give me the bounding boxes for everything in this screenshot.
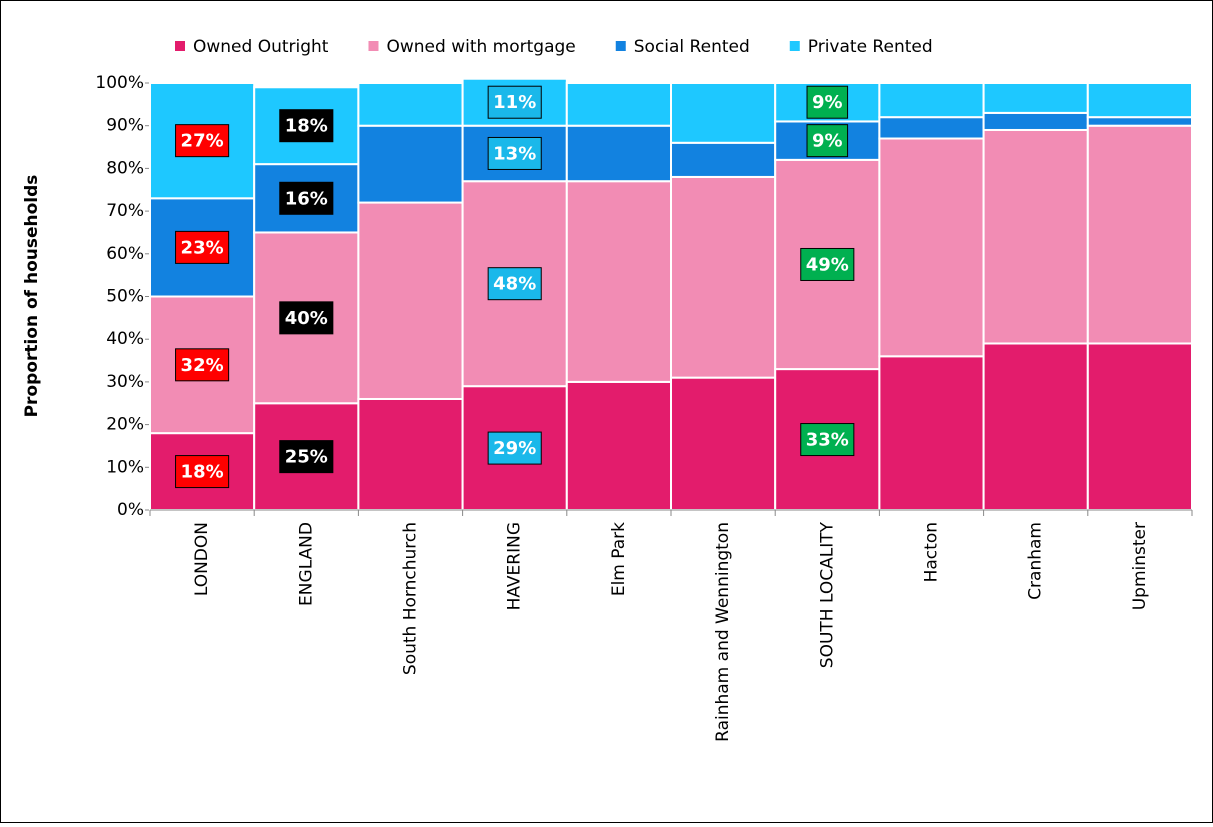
data-label: 18%	[285, 116, 328, 137]
legend-swatch	[615, 41, 626, 51]
x-tick-label: SOUTH LOCALITY	[817, 521, 837, 668]
bar-segment	[982, 82, 1089, 114]
data-label: 11%	[493, 92, 536, 113]
legend-swatch	[175, 41, 185, 51]
bar-segment	[565, 82, 672, 127]
data-label: 29%	[493, 438, 536, 459]
x-tick-label: Elm Park	[609, 522, 629, 596]
bar-segment	[1086, 116, 1194, 127]
x-tick-label: LONDON	[192, 522, 212, 596]
bar-segment	[357, 201, 464, 400]
x-tick-label: Rainham and Wennington	[713, 522, 733, 742]
bar-segment	[670, 376, 777, 511]
bar-segment	[878, 116, 985, 140]
x-tick-label: Hacton	[922, 522, 942, 582]
bar-segment	[670, 141, 777, 178]
data-label: 9%	[812, 92, 843, 113]
legend-label: Private Rented	[808, 37, 933, 57]
bar-segment	[357, 82, 464, 127]
bar-segment	[565, 124, 672, 183]
bar-segment	[982, 342, 1089, 511]
bar-segment	[357, 397, 464, 512]
y-tick-label: 30%	[106, 372, 144, 392]
data-label: 13%	[493, 143, 536, 164]
y-tick-label: 70%	[106, 201, 144, 221]
legend-label: Social Rented	[634, 37, 750, 57]
data-label: 32%	[181, 355, 224, 376]
data-label: 40%	[285, 308, 328, 329]
data-label: 23%	[181, 237, 224, 258]
x-tick-label: ENGLAND	[296, 522, 316, 606]
y-axis-label: Proportion of households	[22, 175, 42, 418]
label-box	[175, 230, 230, 264]
bar-segment	[670, 82, 777, 144]
label-box	[175, 348, 230, 382]
bar-segment	[1086, 342, 1194, 511]
data-label: 25%	[285, 447, 328, 468]
label-box	[279, 301, 334, 335]
data-label: 9%	[812, 131, 843, 152]
bar-segment	[1086, 82, 1194, 119]
y-tick-label: 50%	[106, 287, 144, 307]
y-tick-label: 80%	[106, 158, 144, 178]
data-label: 16%	[285, 188, 328, 209]
legend-swatch	[789, 41, 800, 51]
label-box	[175, 455, 230, 489]
label-box	[175, 124, 230, 158]
bar-segment	[565, 180, 672, 383]
bar-segment	[565, 380, 672, 511]
label-box	[487, 85, 542, 119]
y-tick-label: 0%	[117, 500, 144, 520]
bar-segment	[357, 124, 464, 204]
y-tick-label: 60%	[106, 244, 144, 264]
bar-segment	[1086, 124, 1194, 345]
y-tick-label: 90%	[106, 116, 144, 136]
data-label: 18%	[181, 462, 224, 483]
label-box	[279, 440, 334, 474]
x-tick-label: Upminster	[1130, 522, 1150, 610]
legend-label: Owned with mortgage	[386, 37, 575, 57]
x-tick-label: South Hornchurch	[401, 522, 421, 675]
label-box	[806, 124, 849, 158]
y-tick-label: 20%	[106, 415, 144, 435]
label-box	[800, 423, 855, 457]
bar-segment	[878, 82, 985, 119]
label-box	[487, 267, 542, 301]
bar-segment	[878, 355, 985, 511]
data-label: 33%	[806, 430, 849, 451]
bar-segment	[982, 128, 1089, 345]
label-box	[806, 85, 849, 119]
y-tick-label: 10%	[106, 457, 144, 477]
label-box	[487, 431, 542, 465]
y-tick-label: 100%	[95, 73, 144, 93]
data-label: 48%	[493, 274, 536, 295]
bar-segment	[878, 137, 985, 358]
y-tick-label: 40%	[106, 329, 144, 349]
data-label: 27%	[181, 131, 224, 152]
label-box	[279, 181, 334, 215]
x-tick-label: Cranham	[1026, 522, 1046, 600]
x-tick-label: HAVERING	[505, 522, 525, 610]
label-box	[487, 136, 542, 170]
legend-label: Owned Outright	[193, 37, 329, 57]
bar-segment	[982, 111, 1089, 131]
label-box	[279, 109, 334, 143]
bar-segment	[670, 175, 777, 379]
data-label: 49%	[806, 254, 849, 275]
label-box	[800, 247, 855, 281]
legend-swatch	[368, 41, 379, 51]
